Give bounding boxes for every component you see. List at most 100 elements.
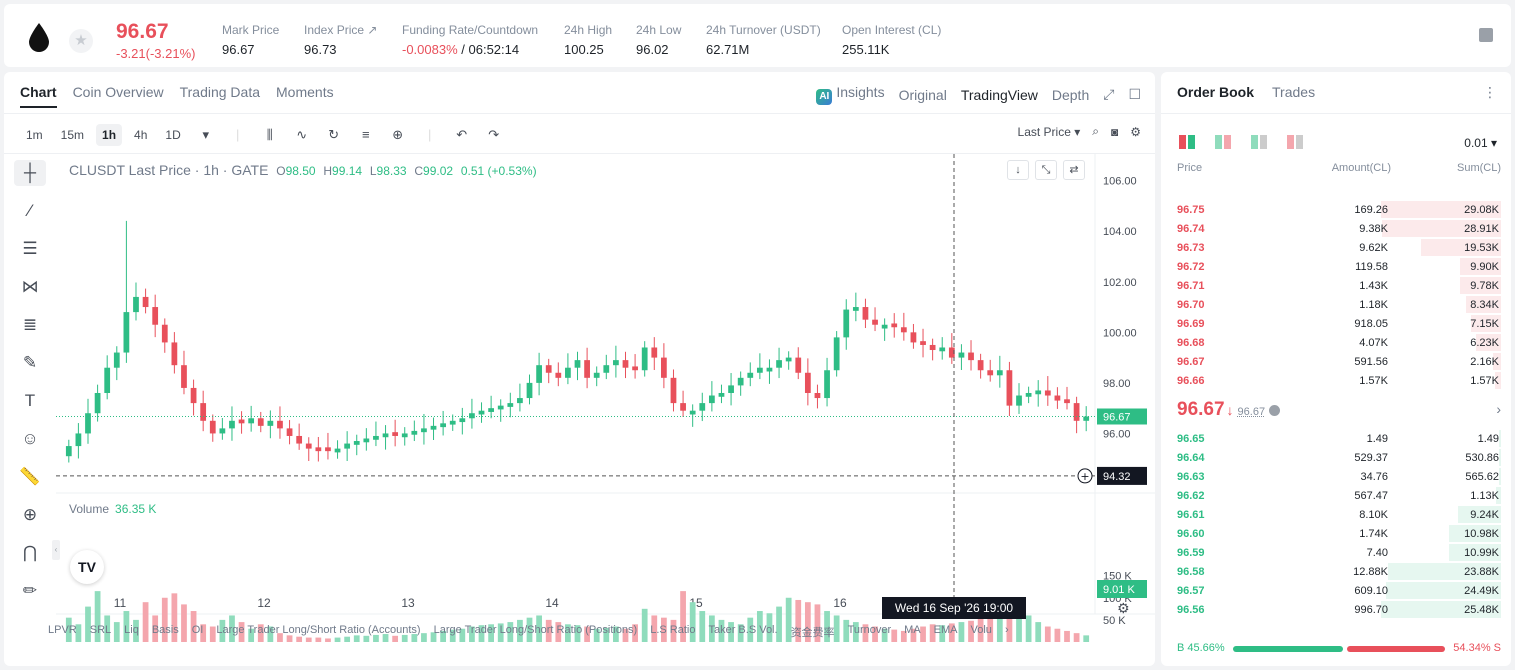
bid-row[interactable]: 96.62 567.47 1.13K	[1161, 486, 1511, 505]
tab-coin-overview[interactable]: Coin Overview	[72, 84, 164, 100]
indicator-ema[interactable]: EMA	[933, 624, 958, 636]
pencil-icon[interactable]: ✏	[22, 581, 38, 600]
text-icon[interactable]: T	[24, 391, 36, 410]
ask-row[interactable]: 96.75 169.26 29.08K	[1161, 200, 1511, 219]
indicator-ma[interactable]: MA	[904, 624, 921, 636]
bid-depth-bar	[1385, 582, 1501, 599]
chevron-right-icon[interactable]: ›	[1496, 401, 1501, 417]
replay-icon[interactable]: ↻	[328, 127, 340, 142]
ask-row[interactable]: 96.69 918.05 7.15K	[1161, 314, 1511, 333]
settings-gear-icon[interactable]: ⚙	[1130, 124, 1141, 139]
timeframe-1d[interactable]: 1D	[165, 128, 181, 142]
chevron-right-icon[interactable]: ›	[1004, 624, 1009, 636]
ask-row[interactable]: 96.66 1.57K 1.57K	[1161, 371, 1511, 390]
scroll-down-icon[interactable]: ↓	[1007, 160, 1029, 180]
timeframe-dropdown-icon[interactable]: ▾	[202, 127, 209, 142]
magnet-icon[interactable]: ⋂	[23, 543, 37, 562]
mode-both-icon[interactable]	[1179, 135, 1195, 149]
bid-row[interactable]: 96.63 34.76 565.62	[1161, 467, 1511, 486]
undo-icon[interactable]: ↶	[456, 127, 468, 142]
tab-trades[interactable]: Trades	[1272, 84, 1316, 100]
indicator-volume[interactable]: Volu	[970, 624, 992, 636]
bid-row[interactable]: 96.57 609.10 24.49K	[1161, 581, 1511, 600]
bid-amount: 1.74K	[1359, 528, 1388, 540]
view-depth[interactable]: Depth	[1051, 86, 1090, 103]
view-tradingview[interactable]: TradingView	[960, 86, 1038, 103]
timeframe-15m[interactable]: 15m	[60, 128, 85, 142]
bid-row[interactable]: 96.56 996.70 25.48K	[1161, 600, 1511, 619]
price-type-select[interactable]: Last Price ▾	[1017, 124, 1081, 139]
ask-row[interactable]: 96.72 119.58 9.90K	[1161, 257, 1511, 276]
ask-row[interactable]: 96.67 591.56 2.16K	[1161, 352, 1511, 371]
indicator-large-trader-positions[interactable]: Large Trader Long/Short Ratio (Positions…	[433, 624, 638, 636]
mode-asks-icon[interactable]	[1287, 135, 1303, 149]
indicator-oi[interactable]: OI	[191, 624, 204, 636]
fib-icon[interactable]: ≣	[22, 315, 38, 334]
crosshair-icon[interactable]: ┼	[14, 160, 46, 186]
tradingview-logo-icon[interactable]: TV	[70, 550, 104, 584]
tab-trading-data[interactable]: Trading Data	[179, 84, 261, 100]
collapse-sidebar-icon[interactable]: ‹	[52, 540, 60, 560]
redo-icon[interactable]: ↷	[488, 127, 500, 142]
indicator-basis[interactable]: Basis	[151, 624, 179, 636]
view-original[interactable]: Original	[898, 86, 947, 103]
search-icon[interactable]: ⌕	[1092, 124, 1099, 138]
ask-row[interactable]: 96.73 9.62K 19.53K	[1161, 238, 1511, 257]
add-icon[interactable]: ⊕	[392, 127, 404, 142]
brush-icon[interactable]: ✎	[22, 353, 38, 372]
indicator-ls-ratio[interactable]: L.S Ratio	[650, 624, 696, 636]
volume-bar	[85, 606, 91, 642]
collapse-icon[interactable]: ⤡	[1035, 160, 1057, 180]
ask-row[interactable]: 96.70 1.18K 8.34K	[1161, 295, 1511, 314]
candlestick-chart[interactable]: 106.00 104.00 102.00 100.00 98.00 96.00 150 K 1…	[56, 154, 1155, 666]
bid-row[interactable]: 96.60 1.74K 10.98K	[1161, 524, 1511, 543]
mode-bids-icon[interactable]	[1251, 135, 1267, 149]
indicator-funding-rate[interactable]: 资金费率	[790, 627, 835, 639]
expand-icon[interactable]: ⤢	[1103, 86, 1115, 102]
timeframe-4h[interactable]: 4h	[134, 128, 148, 142]
indicator-lpvr[interactable]: LPVR	[48, 624, 77, 636]
indicator-liq[interactable]: Liq	[124, 624, 139, 636]
timeframe-1m[interactable]: 1m	[26, 128, 43, 142]
bid-row[interactable]: 96.65 1.49 1.49	[1161, 429, 1511, 448]
tab-order-book[interactable]: Order Book	[1177, 84, 1255, 100]
bid-row[interactable]: 96.61 8.10K 9.24K	[1161, 505, 1511, 524]
camera-icon[interactable]: ◙	[1110, 124, 1119, 139]
favorite-star-icon[interactable]: ★	[69, 29, 93, 53]
volume-bar	[75, 624, 82, 642]
ask-row[interactable]: 96.71 1.43K 9.78K	[1161, 276, 1511, 295]
layout-icon[interactable]: ≡	[361, 127, 370, 142]
ruler-icon[interactable]: 📏	[19, 467, 41, 486]
ask-row[interactable]: 96.68 4.07K 6.23K	[1161, 333, 1511, 352]
indicator-turnover[interactable]: Turnover	[847, 624, 892, 636]
window-icon[interactable]: ☐	[1128, 86, 1141, 102]
indicator-srl[interactable]: SRL	[89, 624, 112, 636]
toggle-icon[interactable]: ⇄	[1063, 160, 1085, 180]
guide-book-icon[interactable]	[1479, 28, 1493, 42]
volume-bar	[891, 629, 898, 642]
candle-type-icon[interactable]: ⫼	[266, 127, 273, 142]
ask-amount: 9.38K	[1359, 223, 1388, 235]
precision-select[interactable]: 0.01 ▾	[1464, 136, 1497, 150]
indicator-large-trader-accounts[interactable]: Large Trader Long/Short Ratio (Accounts)	[216, 624, 421, 636]
indicators-icon[interactable]: ∿	[296, 127, 308, 142]
tab-moments[interactable]: Moments	[276, 84, 334, 100]
pattern-icon[interactable]: ⋈	[21, 277, 39, 296]
horizontal-lines-icon[interactable]: ☰	[22, 239, 38, 258]
stat-index-price[interactable]: Index Price ↗ 96.73	[304, 23, 377, 57]
bid-row[interactable]: 96.64 529.37 530.86	[1161, 448, 1511, 467]
mode-split-icon[interactable]	[1215, 135, 1231, 149]
zoom-in-icon[interactable]: ⊕	[22, 505, 38, 524]
indicator-taker-vol[interactable]: Taker B.S Vol.	[708, 624, 778, 636]
emoji-icon[interactable]: ☺	[21, 429, 39, 448]
timeframe-1h[interactable]: 1h	[96, 124, 123, 146]
candle-body	[449, 420, 456, 425]
trend-line-icon[interactable]: ⁄	[28, 201, 32, 220]
axis-settings-icon[interactable]: ⚙	[1117, 600, 1130, 616]
tab-chart[interactable]: Chart	[20, 84, 57, 108]
bid-row[interactable]: 96.58 12.88K 23.88K	[1161, 562, 1511, 581]
insights-button[interactable]: AI Insights	[816, 84, 885, 105]
more-options-icon[interactable]: ⋮	[1483, 84, 1497, 100]
bid-row[interactable]: 96.59 7.40 10.99K	[1161, 543, 1511, 562]
ask-row[interactable]: 96.74 9.38K 28.91K	[1161, 219, 1511, 238]
